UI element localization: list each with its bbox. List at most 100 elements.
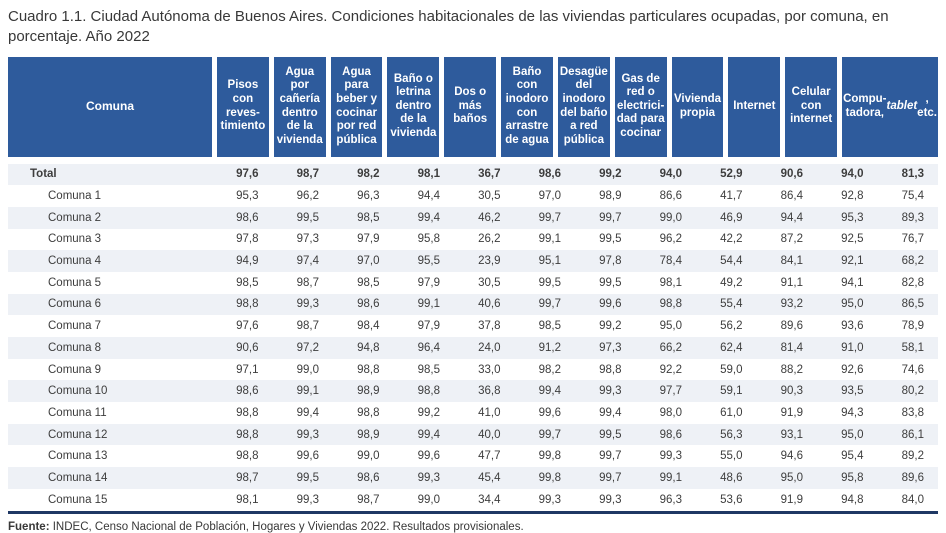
value-dos-banos: 37,8: [478, 320, 501, 333]
value-agua-red: 98,7: [357, 493, 380, 506]
header-agua-caneria: Agua por cañería dentro de la vivienda: [268, 56, 326, 157]
value-gas: 92,2: [659, 363, 682, 376]
value-agua-caneria: 99,6: [296, 450, 319, 463]
row-label: Comuna 14: [48, 471, 108, 484]
header-computadora-tablet: Compu- tadora, tablet , etc.: [837, 56, 938, 157]
value-vivienda-propia: 52,9: [720, 168, 743, 181]
value-gas: 98,1: [659, 276, 682, 289]
value-inodoro-arrastre: 99,1: [538, 233, 561, 246]
header-computadora-prefix: Compu- tadora,: [843, 92, 887, 119]
value-bano-letrina: 99,4: [417, 211, 440, 224]
value-inodoro-arrastre: 98,5: [538, 320, 561, 333]
value-agua-caneria: 99,5: [296, 471, 319, 484]
page: Cuadro 1.1. Ciudad Autónoma de Buenos Ai…: [8, 7, 938, 533]
value-celular: 94,0: [841, 168, 864, 181]
table-row: Comuna 12 98,8 99,3 98,9 99,4 40,0 99,7 …: [8, 423, 938, 446]
value-gas: 96,2: [659, 233, 682, 246]
value-dos-banos: 34,4: [478, 493, 501, 506]
value-gas: 66,2: [659, 341, 682, 354]
value-celular: 92,6: [841, 363, 864, 376]
value-agua-caneria: 99,1: [296, 385, 319, 398]
value-computadora: 76,7: [901, 233, 924, 246]
row-label: Comuna 8: [48, 341, 102, 354]
value-bano-letrina: 99,4: [417, 428, 440, 441]
value-dos-banos: 36,8: [478, 385, 501, 398]
header-computadora-suffix: , etc.: [917, 92, 937, 119]
table-row: Comuna 1 95,3 96,2 96,3 94,4 30,5 97,0 9…: [8, 185, 938, 207]
value-vivienda-propia: 46,9: [720, 211, 743, 224]
value-pisos: 95,3: [236, 190, 259, 203]
value-agua-red: 98,8: [357, 406, 380, 419]
value-pisos: 98,1: [236, 493, 259, 506]
value-agua-red: 98,8: [357, 363, 380, 376]
row-label: Comuna 10: [48, 385, 108, 398]
value-internet: 91,1: [780, 276, 803, 289]
value-inodoro-arrastre: 99,4: [538, 385, 561, 398]
row-label: Total: [30, 168, 57, 181]
value-pisos: 98,6: [236, 385, 259, 398]
value-computadora: 83,8: [901, 406, 924, 419]
table-row: Comuna 10 98,6 99,1 98,9 98,8 36,8 99,4 …: [8, 380, 938, 403]
value-bano-letrina: 98,8: [417, 385, 440, 398]
value-agua-caneria: 99,3: [296, 493, 319, 506]
value-pisos: 98,5: [236, 276, 259, 289]
value-agua-red: 97,9: [357, 233, 380, 246]
value-pisos: 94,9: [236, 255, 259, 268]
value-internet: 86,4: [780, 190, 803, 203]
value-dos-banos: 30,5: [478, 276, 501, 289]
value-dos-banos: 40,0: [478, 428, 501, 441]
row-label: Comuna 2: [48, 211, 102, 224]
value-computadora: 58,1: [901, 341, 924, 354]
row-label: Comuna 6: [48, 298, 102, 311]
value-vivienda-propia: 56,2: [720, 320, 743, 333]
table-row: Total 97,6 98,7 98,2 98,1 36,7 98,6 99,2…: [8, 163, 938, 186]
value-celular: 94,3: [841, 406, 864, 419]
value-desague: 99,7: [599, 471, 622, 484]
value-celular: 95,0: [841, 428, 864, 441]
row-label: Comuna 12: [48, 428, 108, 441]
value-agua-caneria: 97,2: [296, 341, 319, 354]
row-label: Comuna 1: [48, 190, 102, 203]
value-inodoro-arrastre: 99,8: [538, 450, 561, 463]
value-celular: 91,0: [841, 341, 864, 354]
value-internet: 91,9: [780, 406, 803, 419]
value-dos-banos: 30,5: [478, 190, 501, 203]
value-internet: 93,2: [780, 298, 803, 311]
value-inodoro-arrastre: 99,6: [538, 406, 561, 419]
value-desague: 99,2: [599, 320, 622, 333]
value-desague: 99,3: [599, 385, 622, 398]
value-desague: 97,3: [599, 341, 622, 354]
value-vivienda-propia: 42,2: [720, 233, 743, 246]
value-internet: 90,6: [780, 168, 803, 181]
row-label: Comuna 3: [48, 233, 102, 246]
row-label: Comuna 5: [48, 276, 102, 289]
value-inodoro-arrastre: 99,7: [538, 428, 561, 441]
value-desague: 99,2: [599, 168, 622, 181]
value-inodoro-arrastre: 99,8: [538, 471, 561, 484]
value-desague: 99,7: [599, 211, 622, 224]
value-celular: 92,8: [841, 190, 864, 203]
value-bano-letrina: 97,9: [417, 320, 440, 333]
value-bano-letrina: 94,4: [417, 190, 440, 203]
header-inodoro-arrastre: Baño con inodoro con arrastre de agua: [496, 56, 553, 157]
value-gas: 86,6: [659, 190, 682, 203]
row-label: Comuna 15: [48, 493, 108, 506]
value-bano-letrina: 95,5: [417, 255, 440, 268]
value-gas: 99,0: [659, 211, 682, 224]
value-agua-red: 94,8: [357, 341, 380, 354]
value-internet: 88,2: [780, 363, 803, 376]
value-agua-red: 97,0: [357, 255, 380, 268]
value-bano-letrina: 99,2: [417, 406, 440, 419]
value-desague: 99,3: [599, 493, 622, 506]
header-comuna: Comuna: [8, 56, 212, 157]
value-vivienda-propia: 62,4: [720, 341, 743, 354]
value-gas: 99,3: [659, 450, 682, 463]
value-agua-caneria: 99,5: [296, 211, 319, 224]
value-gas: 98,0: [659, 406, 682, 419]
value-vivienda-propia: 49,2: [720, 276, 743, 289]
header-vivienda-propia: Vivienda propia: [666, 56, 724, 157]
value-agua-caneria: 98,7: [296, 320, 319, 333]
value-computadora: 68,2: [901, 255, 924, 268]
value-bano-letrina: 99,1: [417, 298, 440, 311]
header-computadora-italic: tablet: [886, 99, 918, 112]
